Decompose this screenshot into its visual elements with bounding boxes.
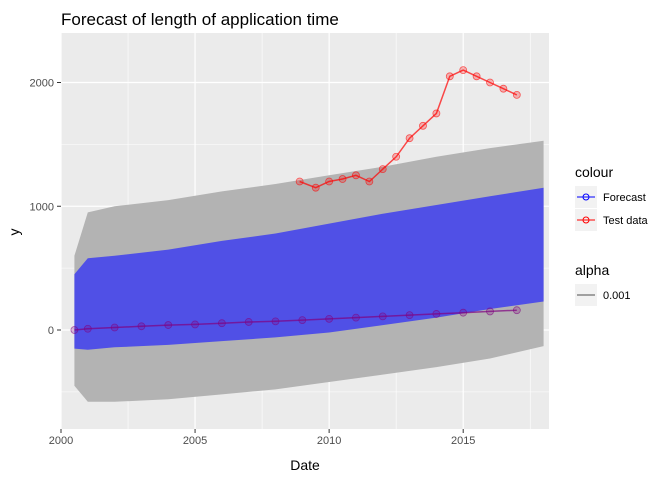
legend-key-test-data-point xyxy=(582,216,590,224)
inner-interval-band xyxy=(74,187,544,350)
x-tick-label: 2010 xyxy=(317,435,341,447)
test-data-point xyxy=(499,84,508,93)
x-tick-label: 2015 xyxy=(451,435,475,447)
legend-title-alpha: alpha xyxy=(575,262,609,278)
test-data-point xyxy=(419,121,427,130)
forecast-point xyxy=(325,314,334,323)
forecast-point xyxy=(486,307,494,316)
legend-title-colour: colour xyxy=(575,164,613,180)
forecast-point xyxy=(298,316,307,325)
x-tick-label: 2005 xyxy=(183,435,207,447)
x-tick-label: 2000 xyxy=(49,435,73,447)
forecast-point xyxy=(459,308,468,317)
forecast-point xyxy=(164,321,173,329)
forecast-point xyxy=(512,306,521,315)
y-tick-label: 2000 xyxy=(30,78,54,90)
test-data-point xyxy=(472,72,481,81)
forecast-series-line xyxy=(74,309,517,331)
legend-key-forecast-point xyxy=(582,193,590,201)
test-data-point xyxy=(486,78,494,87)
test-data-point xyxy=(432,109,441,118)
forecast-point xyxy=(352,313,360,322)
test-data-point xyxy=(459,66,468,75)
forecast-intervals xyxy=(74,140,544,402)
data-series xyxy=(70,66,521,334)
legend-label-test-data: Test data xyxy=(603,215,649,227)
forecast-point xyxy=(110,323,119,332)
test-data-point xyxy=(295,177,304,186)
test-data-series-line xyxy=(299,69,518,189)
legend-label-alpha: 0.001 xyxy=(603,290,631,302)
test-data-point xyxy=(338,175,347,183)
y-tick-label: 0 xyxy=(48,325,54,337)
test-data-point xyxy=(325,177,334,186)
forecast-point xyxy=(70,326,79,334)
test-data-point xyxy=(392,152,401,161)
chart-title: Forecast of length of application time xyxy=(61,10,339,29)
forecast-point xyxy=(217,319,226,328)
test-data-point xyxy=(512,90,521,99)
test-data-point xyxy=(445,72,454,81)
test-data-point xyxy=(405,134,414,143)
y-tick-label: 1000 xyxy=(30,201,54,213)
test-data-point xyxy=(378,165,387,174)
forecast-point xyxy=(191,320,199,329)
test-data-point xyxy=(311,183,320,192)
x-axis-title: Date xyxy=(290,457,320,473)
forecast-point xyxy=(137,322,146,331)
legend: colour Forecast Test data alpha 0.001 xyxy=(575,164,649,306)
forecast-point xyxy=(271,317,280,326)
legend-label-forecast: Forecast xyxy=(603,192,646,204)
forecast-point xyxy=(378,312,387,321)
forecast-point xyxy=(244,318,253,326)
y-axis-title: y xyxy=(6,229,22,236)
forecast-point xyxy=(83,324,92,333)
test-data-point xyxy=(365,177,374,186)
axis-ticks: 2000 2005 2010 2015 0 1000 2000 xyxy=(30,78,476,448)
forecast-point xyxy=(405,311,414,320)
forecast-point xyxy=(432,310,441,318)
test-data-point xyxy=(352,171,360,180)
